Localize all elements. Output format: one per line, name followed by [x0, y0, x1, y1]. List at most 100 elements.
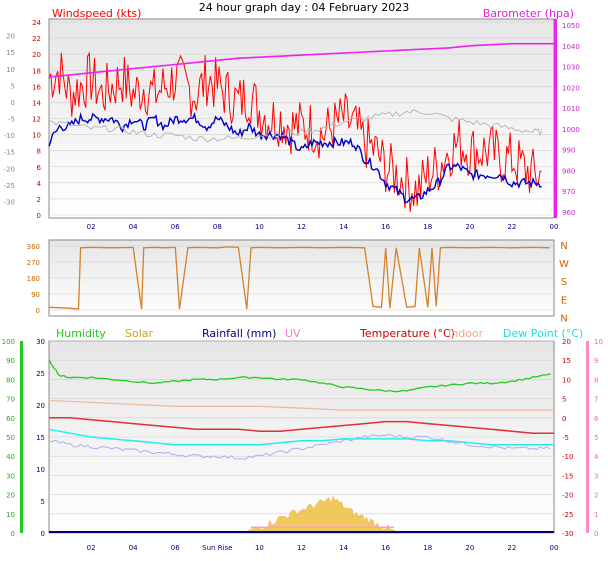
humidity-y-tick-label: 50 — [6, 434, 15, 442]
wind-y-tick-label: 24 — [32, 19, 41, 27]
humidity-y-tick-label: 0 — [11, 530, 15, 538]
wind-axis-label: Windspeed (kts) — [52, 7, 141, 20]
climate-x-tick-label: 16 — [381, 544, 390, 552]
rain-y-tick-label: 25 — [36, 370, 45, 378]
compass-label: N — [560, 241, 567, 252]
apparent-temp-line — [48, 433, 551, 460]
wind-y-tick-label: 4 — [37, 180, 42, 188]
baro-y-tick-label: 960 — [562, 209, 575, 217]
barometer-line — [48, 42, 554, 78]
uv-y-tick-label: 3 — [594, 472, 598, 480]
rain-y-tick-label: 30 — [36, 338, 45, 346]
humidity-y-tick-label: 90 — [6, 357, 15, 365]
climate-y-ticks: 1009080706050403020100302520151050201510… — [2, 338, 603, 538]
baro-axis-bar — [554, 19, 557, 218]
temp-y-tick-label: -15 — [562, 472, 573, 480]
climate-x-ticks: 02 04 06 10 12 14 16 18 20 22 00 Sun Rise — [87, 544, 559, 552]
compass-label: E — [561, 295, 567, 306]
direction-y-tick-label: 180 — [27, 275, 40, 283]
baro-y-tick-label: 970 — [562, 188, 575, 196]
baro-y-tick-label: 1020 — [562, 84, 580, 92]
direction-grid — [49, 245, 554, 311]
humidity-line — [48, 359, 551, 393]
wind-x-ticks: 02 04 06 08 10 12 14 16 18 20 22 00 — [87, 223, 559, 231]
wind-temp-y-tick-label: -30 — [4, 198, 15, 206]
compass-label: S — [561, 277, 567, 288]
baro-y-tick-label: 1000 — [562, 126, 580, 134]
wind-x-tick-label: 22 — [507, 223, 516, 231]
rain-y-tick-label: 0 — [41, 530, 45, 538]
wind-x-tick-label: 04 — [129, 223, 138, 231]
rain-y-tick-label: 10 — [36, 466, 45, 474]
legend-uv: UV — [285, 327, 301, 340]
baro-y-tick-label: 990 — [562, 147, 575, 155]
legend-dew-point: Dew Point (°C) — [503, 327, 583, 340]
sunrise-label: Sun Rise — [202, 544, 232, 552]
wind-y-tick-label: 8 — [37, 148, 41, 156]
wind-speed-line — [48, 51, 542, 212]
wind-y-tick-label: 16 — [32, 83, 41, 91]
rain-y-tick-label: 15 — [36, 434, 45, 442]
wind-y-ticks: 24222018161412108642020151050-5-10-15-20… — [4, 19, 580, 220]
rain-y-tick-label: 5 — [41, 498, 45, 506]
uv-y-tick-label: 9 — [594, 357, 598, 365]
wind-x-tick-label: 08 — [213, 223, 222, 231]
uv-axis-bar — [586, 341, 589, 533]
wind-x-tick-label: 06 — [171, 223, 180, 231]
temp-y-tick-label: 20 — [562, 338, 571, 346]
climate-x-tick-label: 14 — [339, 544, 348, 552]
legend-temperature: Temperature (°C) — [359, 327, 455, 340]
uv-y-tick-label: 2 — [594, 492, 598, 500]
wind-temp-y-tick-label: -25 — [4, 182, 15, 190]
baro-y-tick-label: 1030 — [562, 64, 580, 72]
climate-legend: Humidity Solar Rainfall (mm) UV Temperature … — [56, 327, 583, 340]
direction-y-ticks: 360 270 180 90 0 — [27, 243, 40, 315]
legend-rainfall: Rainfall (mm) — [202, 327, 276, 340]
climate-x-tick-label: 04 — [129, 544, 138, 552]
wind-grid — [49, 21, 554, 216]
solar-area — [248, 495, 397, 534]
wind-temp-y-tick-label: 20 — [6, 33, 15, 41]
compass-label: N — [560, 313, 567, 324]
wind-temp-y-tick-label: -20 — [4, 165, 15, 173]
uv-y-tick-label: 0 — [594, 530, 598, 538]
wind-temp-y-tick-label: 0 — [11, 99, 15, 107]
direction-y-tick-label: 360 — [27, 243, 40, 251]
climate-x-tick-label: 12 — [297, 544, 306, 552]
uv-y-tick-label: 7 — [594, 396, 598, 404]
uv-y-tick-label: 8 — [594, 376, 598, 384]
temp-y-tick-label: -20 — [562, 492, 573, 500]
legend-humidity: Humidity — [56, 327, 106, 340]
wind-x-tick-label: 20 — [465, 223, 474, 231]
humidity-axis-bar — [20, 341, 23, 533]
humidity-y-tick-label: 20 — [6, 492, 15, 500]
humidity-y-tick-label: 40 — [6, 453, 15, 461]
climate-x-tick-label: 22 — [507, 544, 516, 552]
wind-direction-line — [48, 246, 550, 310]
baro-y-tick-label: 980 — [562, 167, 575, 175]
wind-x-tick-label: 12 — [297, 223, 306, 231]
wind-series — [48, 42, 554, 212]
compass-label: W — [559, 259, 569, 270]
direction-series — [48, 246, 550, 310]
uv-y-tick-label: 1 — [594, 511, 598, 519]
wind-x-tick-label: 18 — [423, 223, 432, 231]
humidity-y-tick-label: 30 — [6, 472, 15, 480]
wind-x-tick-label: 10 — [255, 223, 264, 231]
wind-x-tick-label: 14 — [339, 223, 348, 231]
temp-y-tick-label: -10 — [562, 453, 573, 461]
temp-y-tick-label: 5 — [562, 396, 566, 404]
wind-y-tick-label: 22 — [32, 35, 41, 43]
direction-y-tick-label: 90 — [31, 291, 40, 299]
wind-y-tick-label: 12 — [32, 116, 41, 124]
climate-x-tick-label: 10 — [255, 544, 264, 552]
wind-temp-y-tick-label: 5 — [11, 82, 15, 90]
uv-y-tick-label: 5 — [594, 434, 598, 442]
uv-y-tick-label: 4 — [594, 453, 599, 461]
wind-x-tick-label: 16 — [381, 223, 390, 231]
climate-series — [48, 359, 554, 534]
dew-point-line — [48, 428, 554, 446]
humidity-y-tick-label: 100 — [2, 338, 15, 346]
wind-gust-line — [48, 111, 542, 204]
